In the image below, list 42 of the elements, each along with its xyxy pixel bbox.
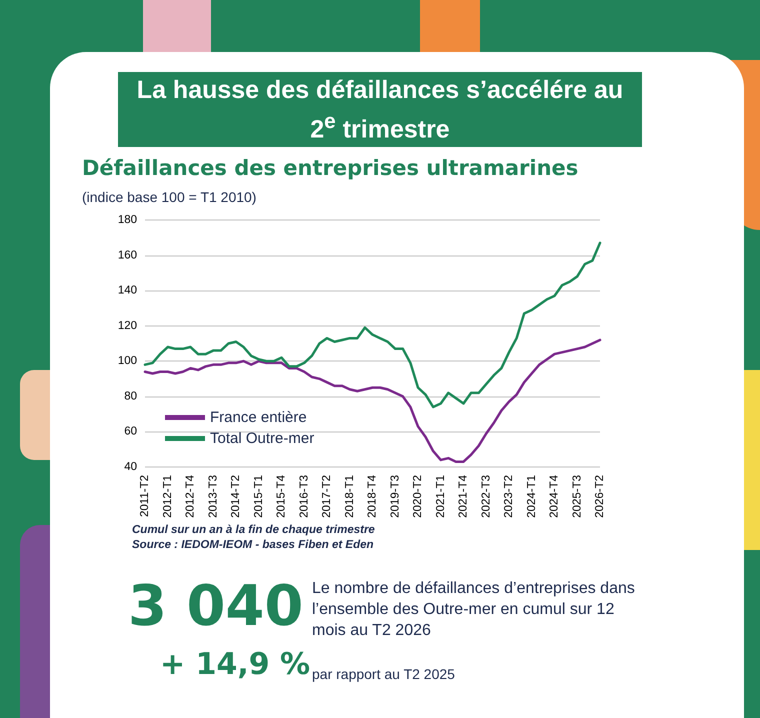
- source-note: Source : IEDOM-IEOM - bases Fiben et Eden: [132, 539, 374, 551]
- text: + 14,9 %: [160, 647, 310, 682]
- x-tick-label: 2015-T4: [276, 474, 288, 518]
- text: par rapport au T2 2025: [312, 666, 455, 682]
- x-tick-label: 2021-T4: [458, 474, 470, 518]
- x-tick-label: 2024-T4: [548, 474, 560, 518]
- y-tick-label: 160: [118, 249, 137, 262]
- x-tick-label: 2024-T1: [526, 475, 538, 518]
- x-tick-label: 2018-T4: [366, 474, 378, 518]
- y-axis-title: (indice base 100 = T1 2010): [82, 189, 256, 205]
- x-tick-label: 2015-T1: [252, 475, 265, 518]
- legend-label: France entière: [210, 409, 307, 426]
- x-tick-label: 2014-T2: [230, 475, 242, 518]
- text: Cumul sur un an à la fin de chaque trimestre: [132, 524, 375, 536]
- y-tick-label: 100: [118, 355, 137, 368]
- text: 3 040: [128, 574, 304, 639]
- y-tick-label: 40: [124, 461, 137, 473]
- chart-subtitle: Défaillances des entreprises ultramarines: [82, 156, 578, 180]
- x-tick-label: 2012-T4: [184, 474, 196, 518]
- x-tick-label: 2011-T2: [139, 475, 151, 517]
- x-tick-label: 2023-T2: [503, 475, 515, 518]
- x-tick-label: 2017-T2: [321, 475, 333, 518]
- x-tick-label: 2026-T2: [594, 475, 606, 518]
- x-tick-label: 2021-T1: [434, 475, 447, 518]
- x-tick-label: 2025-T3: [571, 475, 584, 518]
- x-tick-label: 2020-T2: [412, 475, 424, 518]
- y-tick-label: 120: [118, 320, 137, 332]
- x-tick-label: 2013-T3: [207, 475, 220, 518]
- text: Le nombre de défaillances d’entreprises dans l’ensemble des Outre-mer en cumul sur 12 mois au T2 2026: [312, 579, 636, 641]
- y-tick-label: 180: [118, 214, 137, 226]
- y-tick-label: 140: [118, 284, 137, 297]
- y-tick-label: 80: [124, 390, 137, 402]
- x-tick-label: 2018-T1: [344, 475, 356, 518]
- line-series: [144, 338, 602, 463]
- y-tick-label: 60: [124, 426, 137, 438]
- x-tick-label: 2019-T3: [389, 475, 402, 518]
- line-series: [144, 242, 602, 408]
- legend-label: Total Outre-mer: [210, 430, 314, 447]
- x-tick-label: 2016-T3: [298, 475, 310, 518]
- x-tick-label: 2012-T1: [162, 475, 174, 518]
- chart-title: La hausse des défaillances s’accélére au 2$^{e}$ trimestre: [118, 72, 642, 148]
- x-tick-label: 2022-T3: [480, 475, 492, 518]
